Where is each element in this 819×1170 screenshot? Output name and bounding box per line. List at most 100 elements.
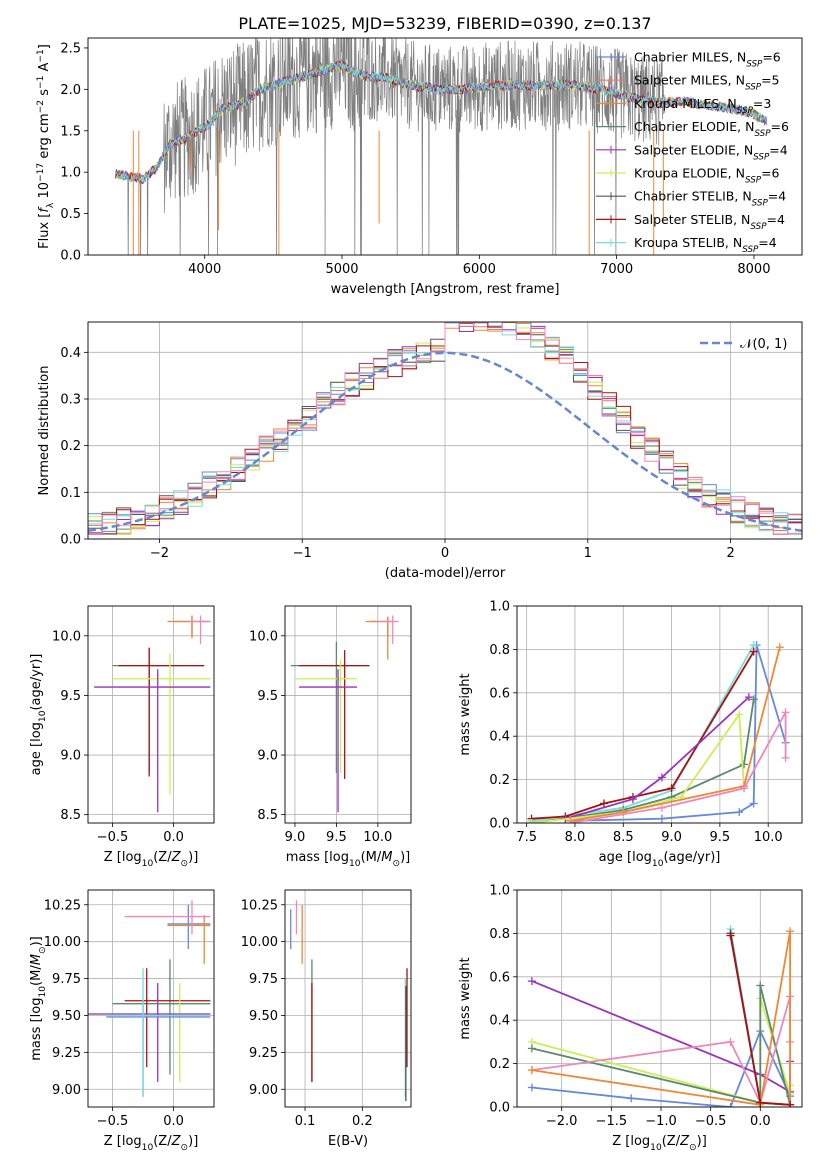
label-span: )] (400, 850, 410, 865)
label-span: log (29, 722, 44, 742)
label-span: ⊙ (38, 946, 48, 954)
x-tick-label: 10.0 (363, 830, 392, 845)
model-spectrum-c9 (115, 60, 767, 185)
y-tick-label: 1.0 (60, 166, 81, 181)
plot-area (527, 641, 790, 823)
y-tick-label: 0.4 (489, 730, 510, 745)
panel-massweight-vs-Z: −2.0 −1.5 −1.0 −0.5 0.0 0.0 0.2 0.4 0.6 0.8 1.0 Z [… (458, 884, 803, 1153)
label-span: SSP (742, 245, 759, 255)
y-tick-label: 0.6 (489, 686, 510, 701)
observed-spectrum (115, 38, 665, 255)
label-span: (age/yr)] (663, 850, 720, 865)
axes-frame (87, 889, 215, 1108)
x-axis-label: (data-model)/error (385, 566, 506, 581)
label-span: SSP (754, 129, 771, 139)
y-tick-label: 10.00 (241, 935, 278, 950)
plot-area (94, 615, 211, 813)
y-tick-label: 9.0 (257, 749, 278, 764)
label-span: Flux [ (37, 213, 52, 249)
label-span: N (737, 50, 746, 65)
label-span: Normed distribution (37, 366, 52, 496)
x-tick-label: −0.5 (97, 830, 129, 845)
label-span: log (632, 850, 652, 865)
x-tick-label: −2 (150, 546, 169, 561)
legend-label: Kroupa ELODIE, NSSP=6 (634, 166, 780, 186)
legend-label: Chabrier STELIB, NSSP=4 (634, 189, 786, 209)
label-span: wavelength [Angstrom, rest frame] (331, 282, 560, 297)
legend-label: Salpeter ELODIE, NSSP=4 (634, 142, 788, 162)
label-span: ] (37, 44, 52, 49)
y-axis-label: Flux [fλ 10−17 erg cm−2 s−1 A−1] (36, 44, 56, 249)
label-span: age [ (599, 850, 632, 865)
label-span: Z (679, 1134, 690, 1149)
label-span: mass [ (286, 850, 329, 865)
legend-label: Chabrier MILES, NSSP=6 (634, 50, 781, 70)
axes-frame (516, 605, 803, 824)
x-tick-label: 7.5 (516, 830, 537, 845)
label-span: =5 (761, 73, 779, 88)
panel-residuals: −2 −1 0 1 2 0.0 0.1 0.2 0.3 0.4 (data-model)/error… (37, 321, 803, 581)
plot-area (88, 322, 802, 535)
panel-mass-vs-EBV: 0.1 0.2 9.00 9.25 9.50 9.75 10.00 10.25 E(B-V) (241, 889, 412, 1149)
y-tick-label: 0.1 (60, 486, 81, 501)
x-tick-label: −0.5 (97, 1114, 129, 1129)
normal-curve (88, 351, 802, 533)
label-span: f (37, 206, 52, 213)
label-span: N (733, 235, 742, 250)
x-tick-label: 0 (441, 546, 449, 561)
y-tick-label: 0.8 (489, 643, 510, 658)
label-span: N (742, 189, 751, 204)
y-tick-label: 10.0 (249, 629, 278, 644)
y-tick-label: 10.25 (44, 898, 81, 913)
x-tick-label: −1 (293, 546, 312, 561)
label-span: Salpeter MILES, (634, 73, 736, 88)
legend-label: Kroupa STELIB, NSSP=4 (634, 235, 777, 255)
y-axis-label: mass [log10(M/M⊙)] (29, 936, 48, 1060)
label-span: M (381, 850, 392, 865)
y-tick-label: 0.8 (489, 927, 510, 942)
label-span: λ (46, 202, 56, 208)
label-span: −1 (36, 49, 46, 62)
x-tick-label: 7000 (600, 262, 633, 277)
label-span: −2 (36, 100, 46, 113)
label-span: )] (188, 850, 198, 865)
y-axis-label: age [log10(age/yr)] (29, 654, 48, 776)
x-tick-label: −2.0 (546, 1114, 578, 1129)
label-span: =4 (769, 142, 787, 157)
weight-line-c4 (531, 985, 791, 1106)
x-tick-label: 0.0 (750, 1114, 771, 1129)
y-tick-label: 0.2 (489, 1057, 510, 1072)
x-tick-label: 9.5 (326, 830, 347, 845)
label-span: SSP (745, 176, 762, 186)
y-tick-label: 9.75 (52, 972, 81, 987)
x-axis-label: age [log10(age/yr)] (599, 850, 721, 869)
x-tick-label: −1.5 (596, 1114, 628, 1129)
x-tick-label: 8.0 (565, 830, 586, 845)
y-tick-label: 2.0 (60, 83, 81, 98)
label-span: ⊙ (181, 1143, 189, 1153)
label-span: =3 (753, 96, 771, 111)
label-span: 10 (142, 1143, 154, 1153)
label-span: (Z/ (662, 1134, 681, 1149)
label-span: s (37, 89, 52, 100)
legend-label-normal: 𝒩(0, 1) (740, 337, 787, 352)
x-tick-label: 8.5 (613, 830, 634, 845)
label-span: Chabrier MILES, (634, 50, 737, 65)
axes-frame (284, 889, 412, 1108)
x-tick-label: 0.0 (163, 830, 184, 845)
x-tick-label: 4000 (188, 262, 221, 277)
label-span: SSP (746, 60, 763, 70)
label-span: Chabrier ELODIE, (634, 119, 745, 134)
label-span: mass [ (29, 1017, 44, 1060)
label-span: E(B-V) (328, 1134, 368, 1149)
y-tick-label: 0.4 (60, 346, 81, 361)
weight-line-c1 (570, 644, 787, 822)
label-span: SSP (753, 152, 770, 162)
y-tick-label: 0.0 (60, 533, 81, 548)
label-span: =6 (761, 166, 779, 181)
label-span: 10 (37, 182, 52, 203)
axes-frame (87, 605, 215, 824)
x-tick-label: 5000 (325, 262, 358, 277)
label-span: N (745, 119, 754, 134)
label-span: N (727, 96, 736, 111)
